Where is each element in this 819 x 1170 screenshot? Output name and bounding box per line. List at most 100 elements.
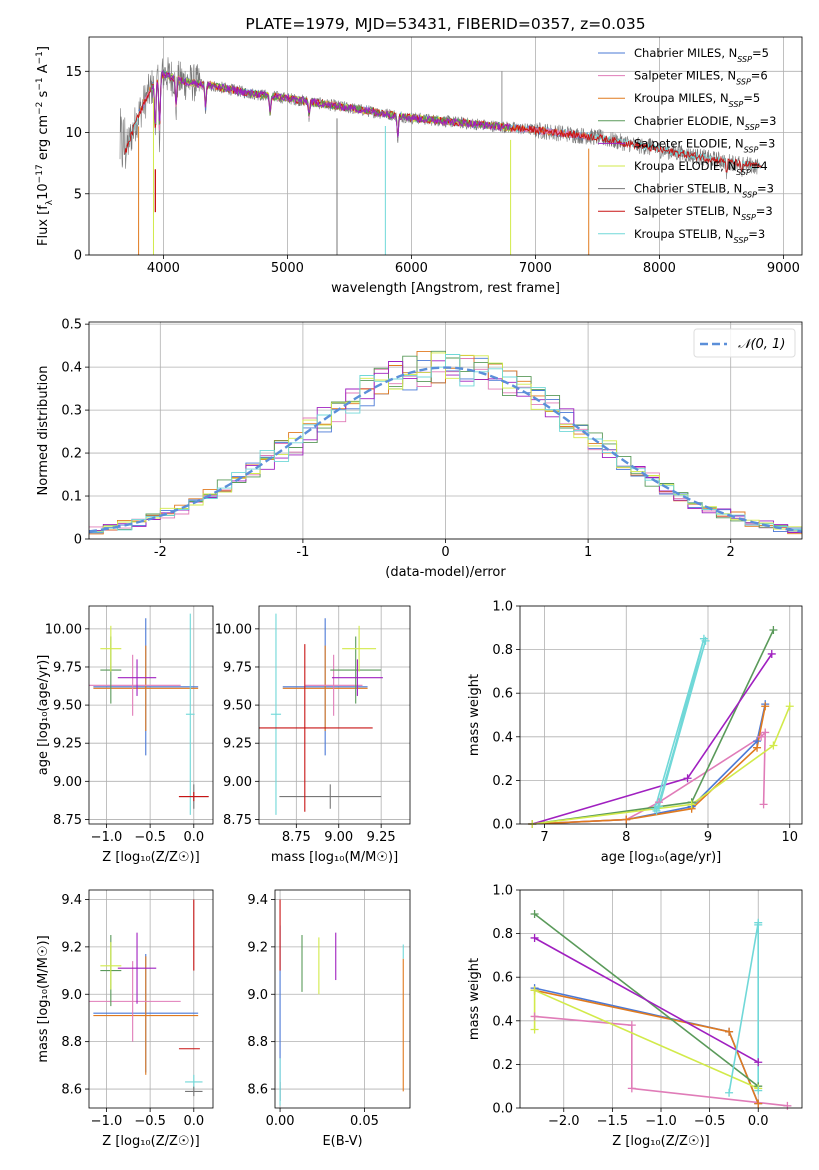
y-tick-label: 0.0: [492, 1102, 513, 1117]
y-axis-label-part: A: [36, 64, 51, 77]
data-point-marker: [767, 649, 776, 658]
ticks: 4000 5000 6000 7000 8000 9000 0 5 10 15: [65, 65, 799, 276]
legend-label: Salpeter STELIB, NSSP=3: [634, 204, 773, 222]
axes-frame: [519, 605, 803, 825]
legend-label-sub: SSP: [744, 145, 759, 154]
legend-label-suffix: =5: [743, 91, 760, 105]
axes-frame: [88, 605, 214, 825]
x-tick-label: 0.0: [183, 830, 204, 845]
y-axis-label-part: 10: [36, 183, 51, 200]
data-point-marker: [530, 909, 539, 918]
legend-label-sub: SSP: [741, 213, 756, 222]
data-point-marker: [687, 800, 696, 809]
axes-frame: [258, 605, 411, 825]
data-point-marker: [754, 1086, 763, 1095]
plot-area: [89, 350, 802, 535]
plot-background: [89, 890, 213, 1108]
y-tick-label: 0.5: [61, 318, 82, 333]
y-tick-label: 0.8: [492, 643, 513, 658]
y-tick-label: 0.4: [61, 361, 82, 376]
y-axis-label-part: Flux [f: [36, 205, 51, 246]
y-axis-label: mass weight: [467, 674, 482, 756]
data-point-marker: [652, 806, 661, 815]
series-line: [534, 937, 759, 1063]
legend-label-text: Chabrier STELIB, N: [634, 182, 742, 196]
data-point-marker: [754, 1099, 763, 1108]
legend-label-suffix: =5: [752, 46, 769, 60]
y-tick-label: 0: [74, 249, 82, 264]
histogram-kroupa-stelib: [89, 354, 802, 533]
x-tick-label: −1.0: [91, 1114, 123, 1129]
legend-label-text: Chabrier ELODIE, N: [634, 114, 745, 128]
x-tick-label: 9.25: [367, 830, 396, 845]
data-point-marker: [530, 1025, 539, 1034]
x-tick-label: 7: [540, 830, 548, 845]
y-tick-label: 0.3: [61, 404, 82, 419]
y-tick-label: 5: [74, 187, 82, 202]
y-tick-label: 9.25: [53, 737, 82, 752]
data-point-marker: [683, 774, 692, 783]
data-point-marker: [654, 802, 663, 811]
y-tick-label: 8.6: [61, 1083, 82, 1098]
plot-background: [89, 37, 802, 255]
y-axis-label-part: λ: [45, 199, 55, 205]
x-tick-label: 9.00: [324, 830, 353, 845]
x-tick-label: 0.0: [183, 1114, 204, 1129]
axes-age_vs_mass: 8.75 9.00 9.25 8.75 9.00 9.25 9.50 9.75 10.00 mas…: [215, 605, 411, 865]
data-point-marker: [530, 986, 539, 995]
y-tick-label: 9.75: [53, 660, 82, 675]
x-tick-label: 0.05: [350, 1114, 379, 1129]
data-point-marker: [757, 732, 766, 741]
y-tick-label: 9.4: [61, 893, 82, 908]
model-spectrum: [150, 69, 511, 138]
legend-label-text: Kroupa STELIB, N: [634, 227, 734, 241]
x-axis-label: E(B-V): [322, 1134, 362, 1149]
y-tick-label: 9.2: [61, 940, 82, 955]
axes-frame: [88, 36, 803, 256]
legend-label: Kroupa STELIB, NSSP=3: [634, 227, 765, 245]
x-tick-label: −2.0: [548, 1114, 580, 1129]
x-tick-label: 1: [584, 545, 592, 560]
legend-label: Salpeter ELODIE, NSSP=3: [634, 136, 775, 154]
x-tick-label: -2: [154, 545, 167, 560]
x-tick-label: −1.0: [91, 830, 123, 845]
x-axis-label: Z [log₁₀(Z/Z☉)]: [102, 1134, 199, 1149]
y-tick-label: 10: [65, 126, 82, 141]
y-tick-label: 9.00: [223, 775, 252, 790]
x-tick-label: 8: [622, 830, 630, 845]
plot-area: [259, 613, 383, 815]
y-tick-label: 10.00: [215, 622, 252, 637]
legend-label-text: Salpeter STELIB, N: [634, 204, 741, 218]
plot-area: [119, 57, 762, 255]
data-point-marker: [754, 1058, 763, 1067]
y-tick-label: 9.50: [53, 699, 82, 714]
axes-frame: [274, 889, 411, 1109]
y-tick-label: 9.00: [53, 775, 82, 790]
plot-area: [89, 899, 203, 1097]
legend-label-sub: SSP: [742, 190, 757, 199]
x-tick-label: 2: [727, 545, 735, 560]
x-tick-label: −0.5: [694, 1114, 726, 1129]
y-tick-label: 0.6: [492, 971, 513, 986]
data-point-marker: [785, 702, 794, 711]
data-point-marker: [622, 815, 631, 824]
y-tick-label: 0.2: [492, 774, 513, 789]
x-tick-label: 5000: [271, 261, 304, 276]
ticks: 8.75 9.00 9.25 8.75 9.00 9.25 9.50 9.75 10.00: [215, 622, 396, 845]
y-tick-label: 0.2: [492, 1058, 513, 1073]
data-point-marker: [761, 702, 770, 711]
data-point-marker: [769, 741, 778, 750]
x-tick-label: −1.5: [597, 1114, 629, 1129]
y-tick-label: 9.2: [247, 940, 268, 955]
x-tick-label: 9: [704, 830, 712, 845]
y-tick-label: 0.2: [61, 447, 82, 462]
y-axis-label: Flux [fλ10−17 erg cm−2 s−1 A−1]: [35, 46, 55, 246]
normal-curve: [89, 366, 802, 533]
y-axis-label: mass [log₁₀(M/M☉)]: [36, 935, 51, 1062]
legend-label: Kroupa MILES, NSSP=5: [634, 91, 760, 109]
x-axis-label: Z [log₁₀(Z/Z☉)]: [612, 1134, 709, 1149]
y-axis-label: age [log₁₀(age/yr)]: [36, 655, 51, 776]
x-tick-label: 8.75: [282, 830, 311, 845]
data-point-marker: [530, 1012, 539, 1021]
legend-label-sub: SSP: [745, 122, 760, 131]
